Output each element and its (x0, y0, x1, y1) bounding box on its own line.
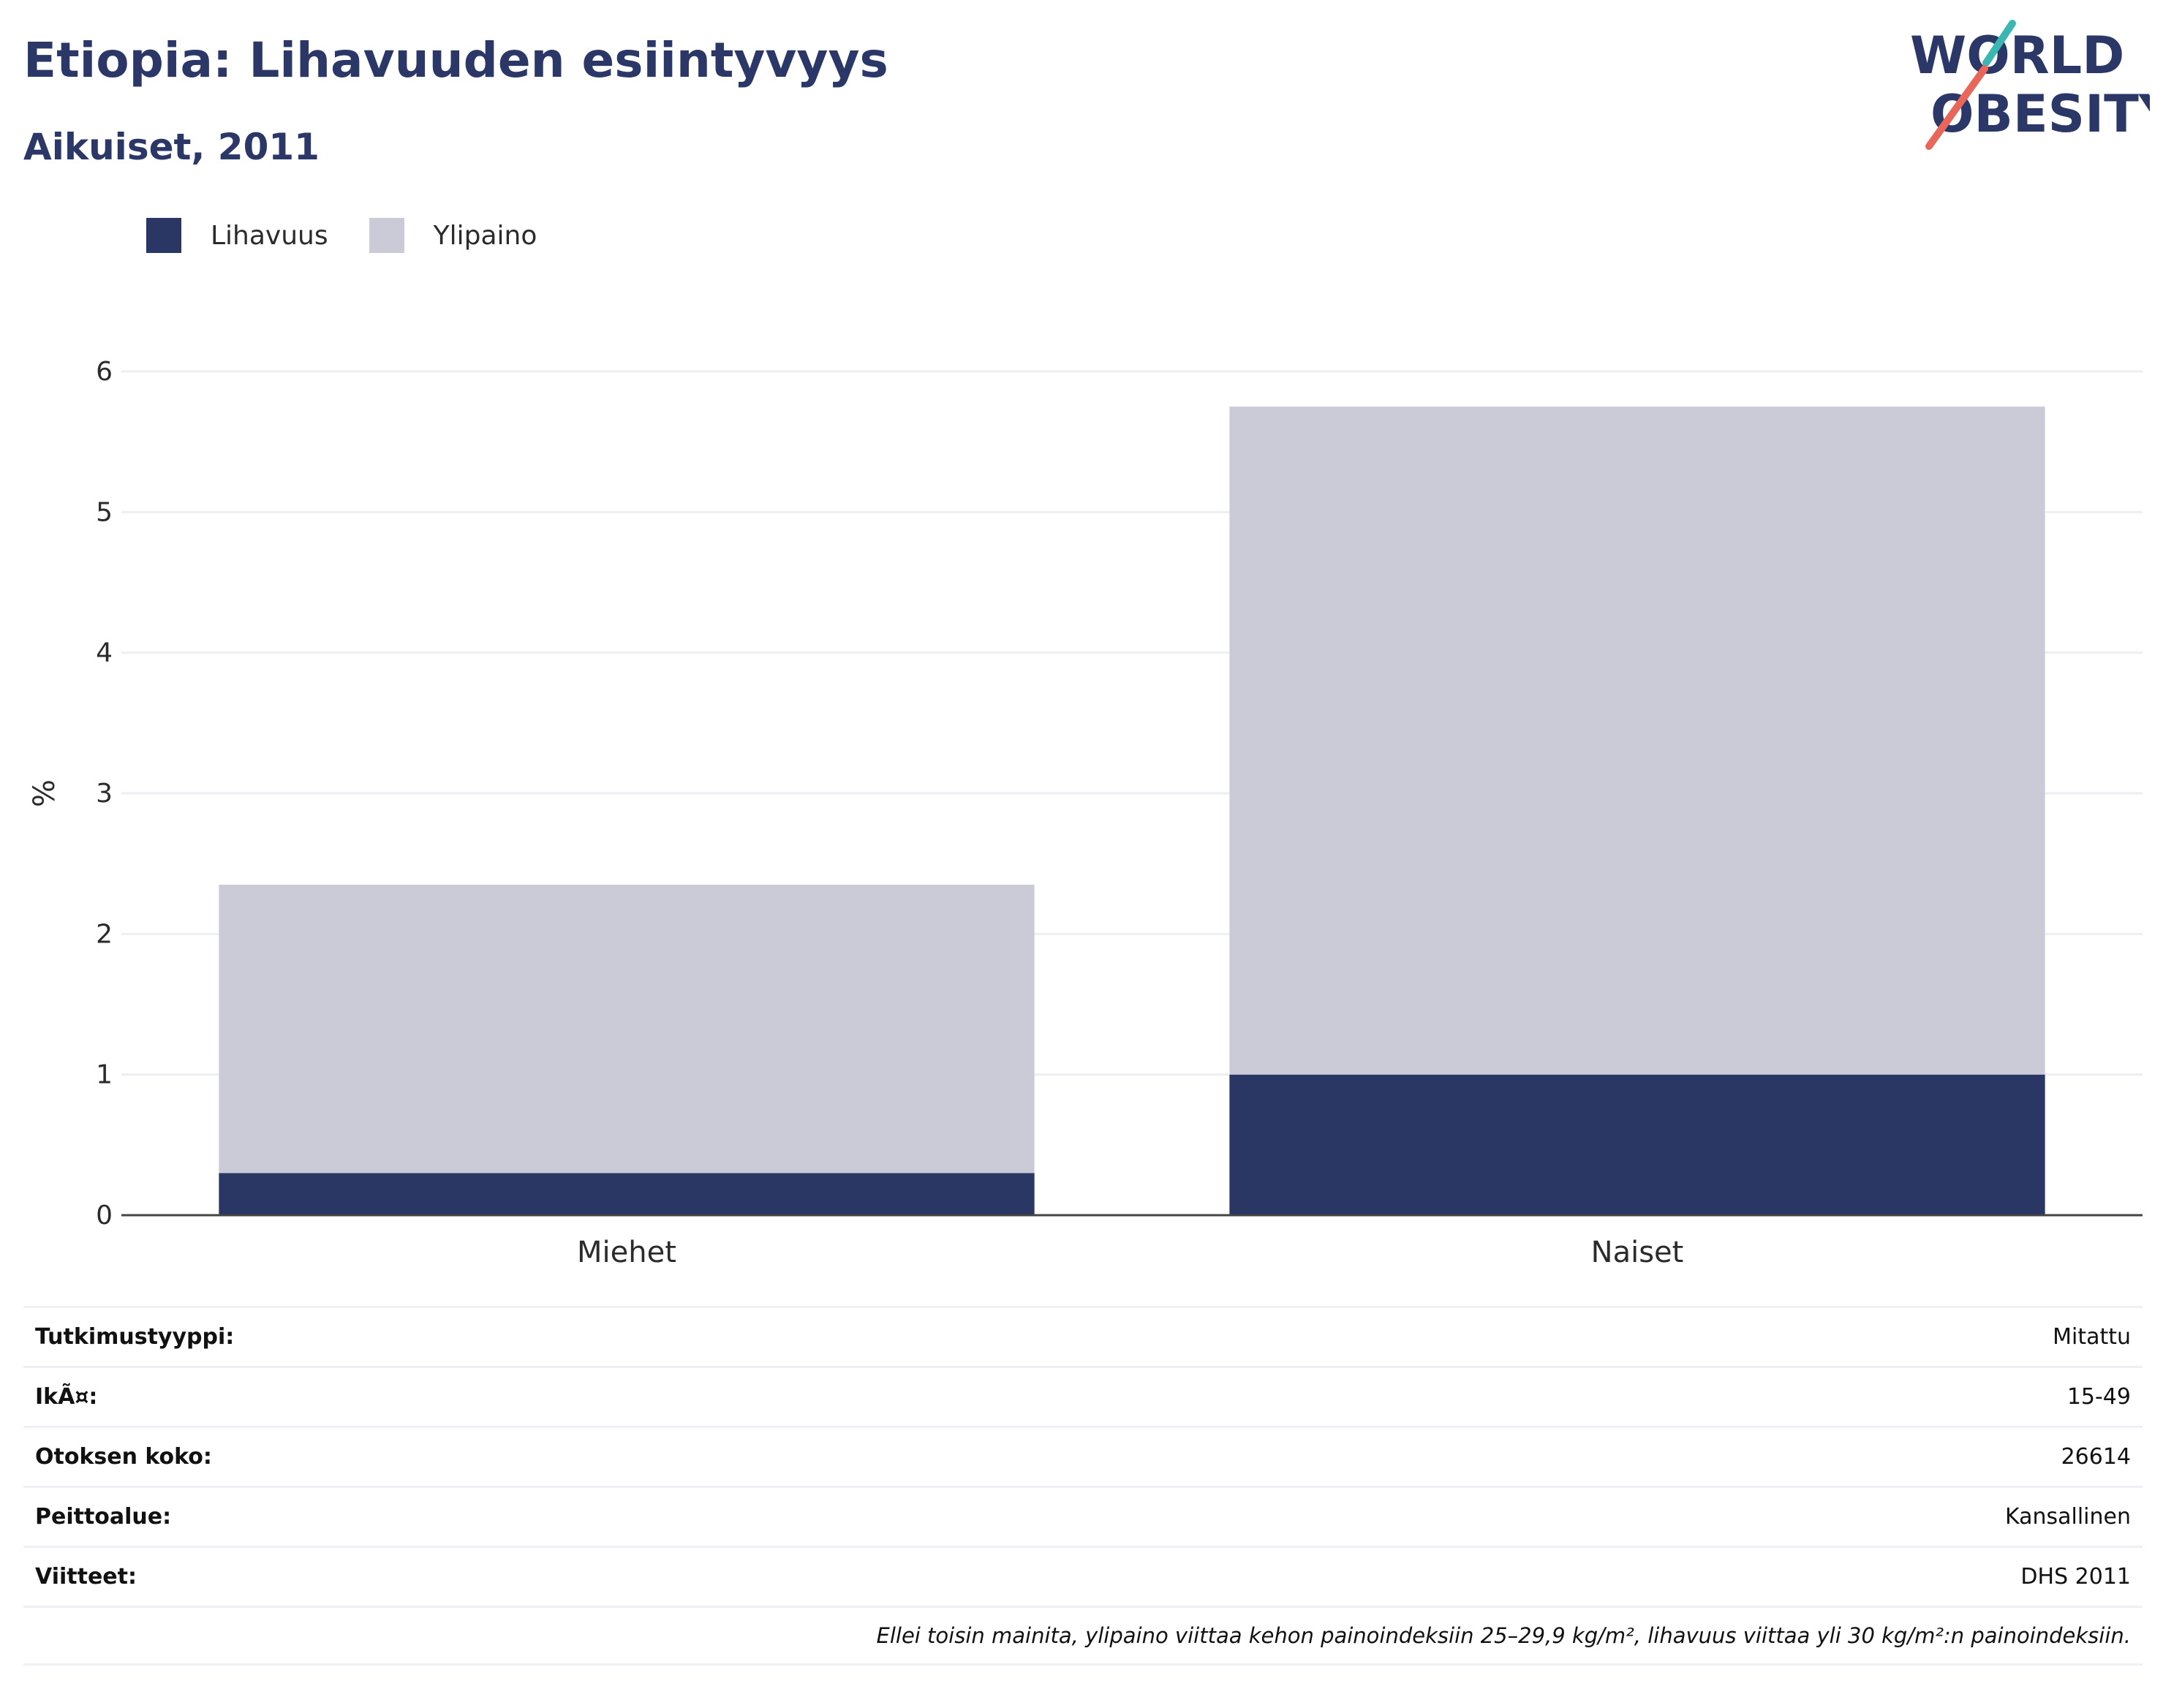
chart-title: Etiopia: Lihavuuden esiintyvyys (23, 32, 888, 88)
meta-value: DHS 2011 (2020, 1564, 2131, 1590)
world-obesity-logo: WORLD OBESITY (1910, 20, 2150, 150)
y-tick-label: 2 (96, 919, 113, 949)
y-tick-label: 4 (96, 638, 113, 668)
meta-value: Kansallinen (2004, 1504, 2131, 1530)
meta-label: Viitteet: (35, 1564, 137, 1590)
logo-slash-top (1982, 20, 2016, 67)
meta-row-sample-size: Otoksen koko: 26614 (23, 1426, 2143, 1486)
meta-label: Peittoalue: (35, 1504, 172, 1530)
meta-label: Tutkimustyyppi: (35, 1324, 235, 1350)
legend-swatch-lihavuus (146, 218, 181, 253)
meta-row-coverage: Peittoalue: Kansallinen (23, 1486, 2143, 1546)
y-tick-label: 6 (96, 357, 113, 387)
meta-value: Mitattu (2053, 1324, 2131, 1350)
x-tick-label: Miehet (577, 1236, 676, 1269)
legend-label-ylipaino: Ylipaino (433, 220, 537, 251)
meta-row-references: Viitteet: DHS 2011 (23, 1546, 2143, 1606)
legend-item-lihavuus[interactable]: Lihavuus (146, 218, 328, 253)
definition-note-text: Ellei toisin mainita, ylipaino viittaa k… (876, 1623, 2132, 1648)
bar-chart: 0 1 2 3 4 5 6% Miehet Naiset (28, 357, 2143, 1269)
x-tick-label: Naiset (1591, 1236, 1684, 1269)
y-tick-label: 5 (96, 497, 113, 527)
meta-value: 26614 (2061, 1444, 2131, 1470)
definition-note: Ellei toisin mainita, ylipaino viittaa k… (23, 1606, 2143, 1666)
y-tick-label: 0 (96, 1201, 113, 1231)
y-tick-label: 1 (96, 1060, 113, 1090)
legend-label-lihavuus: Lihavuus (211, 220, 328, 251)
meta-row-age: IkÃ¤: 15-49 (23, 1366, 2143, 1426)
study-metadata-table: Tutkimustyyppi: Mitattu IkÃ¤: 15-49 Otok… (23, 1306, 2143, 1666)
legend-item-ylipaino[interactable]: Ylipaino (369, 218, 537, 253)
legend-swatch-ylipaino (369, 218, 404, 253)
meta-row-study-type: Tutkimustyyppi: Mitattu (23, 1306, 2143, 1366)
meta-label: Otoksen koko: (35, 1444, 212, 1470)
chart-legend: Lihavuus Ylipaino (146, 216, 578, 254)
chart-subtitle: Aikuiset, 2011 (23, 126, 320, 168)
bar-naiset-lihavuus (1229, 1074, 2045, 1215)
logo-slash-bottom (1925, 65, 1988, 150)
y-axis-label: % (28, 779, 61, 807)
bar-miehet-ylipaino (219, 885, 1035, 1174)
bar-naiset-ylipaino (1229, 407, 2045, 1075)
bar-miehet-lihavuus (219, 1173, 1035, 1215)
y-tick-label: 3 (96, 779, 113, 809)
meta-label: IkÃ¤: (35, 1384, 98, 1410)
logo-word-world: WORLD (1910, 26, 2124, 86)
meta-value: 15-49 (2066, 1384, 2131, 1410)
